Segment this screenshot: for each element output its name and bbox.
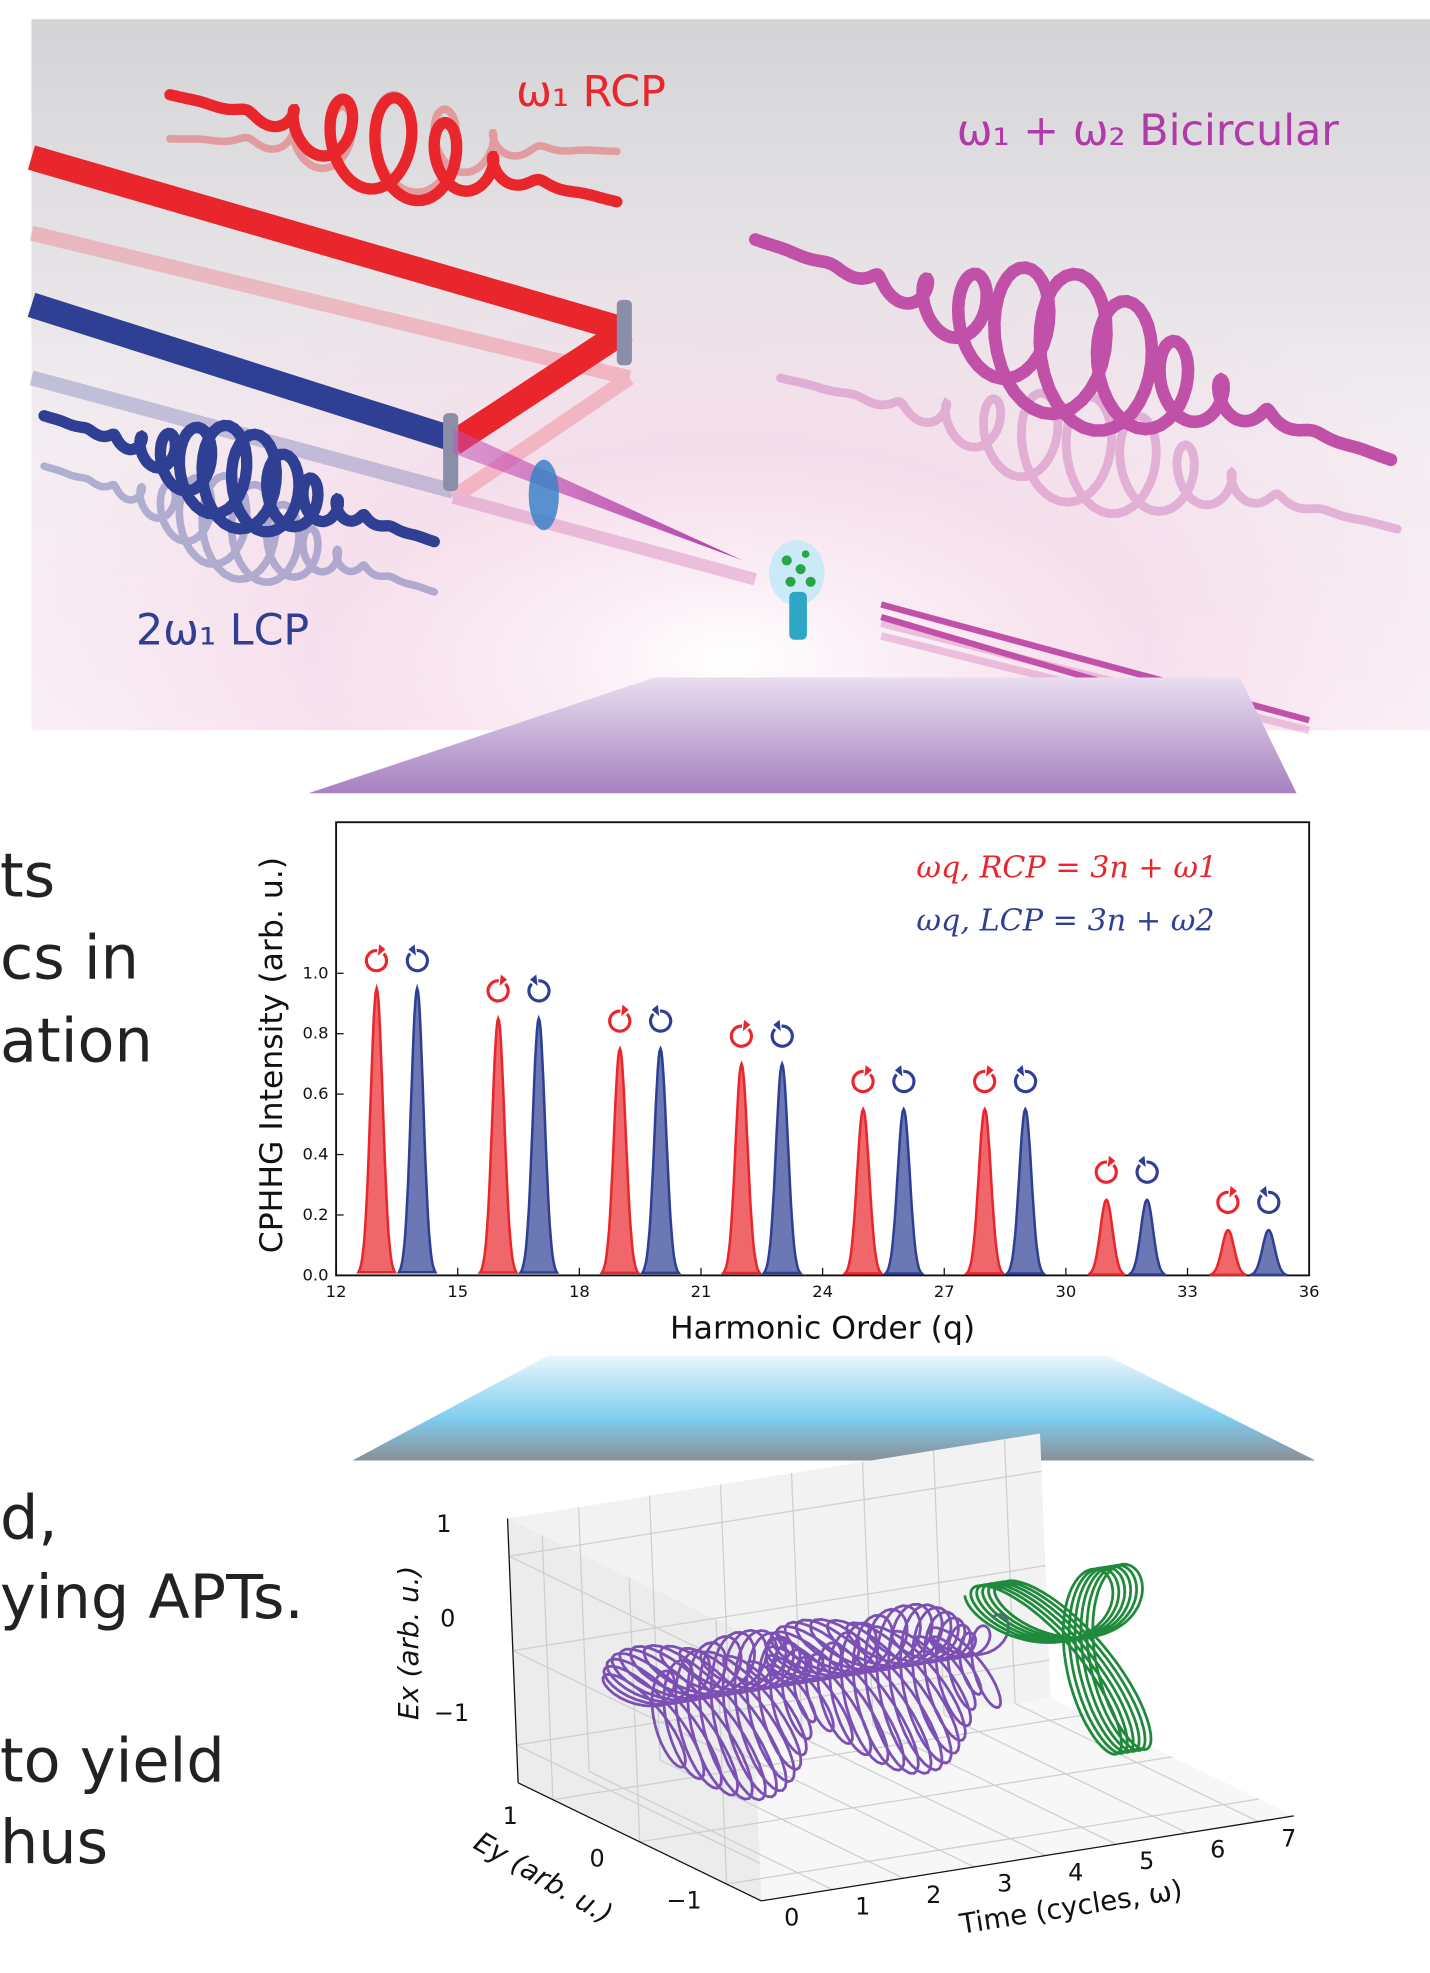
side-text-line: to yield (0, 1726, 225, 1796)
side-text-line: hus (0, 1808, 108, 1878)
x-tick-label: 36 (1299, 1282, 1320, 1301)
illustration: ω₁ RCP ω₁ + ω₂ Bicircular 2ω₁ LCP (31, 19, 1430, 730)
side-text-line: cs in (0, 923, 139, 993)
page: ω₁ RCP ω₁ + ω₂ Bicircular 2ω₁ LCP ts cs i… (0, 0, 1430, 1973)
figure: ω₁ RCP ω₁ + ω₂ Bicircular 2ω₁ LCP ts cs i… (0, 0, 1430, 1973)
y-tick-label: 0.4 (303, 1145, 329, 1164)
mirror (617, 300, 632, 365)
y-axis-label: CPHHG Intensity (arb. u.) (254, 857, 290, 1253)
time-tick-label: 1 (855, 1892, 870, 1920)
x-tick-label: 21 (691, 1282, 712, 1301)
time-tick-label: 3 (997, 1870, 1012, 1898)
time-tick-label: 6 (1210, 1836, 1225, 1864)
lens (529, 460, 559, 530)
x-tick-label: 33 (1177, 1282, 1198, 1301)
y-tick-label: 0.0 (303, 1265, 329, 1284)
time-tick-label: 7 (1281, 1824, 1296, 1852)
time-tick-label: 0 (784, 1904, 799, 1932)
x-tick-label: 15 (447, 1282, 468, 1301)
side-text-line: ation (0, 1006, 153, 1076)
x-tick-label: 12 (326, 1282, 347, 1301)
time-tick-label: 5 (1139, 1847, 1154, 1875)
legend-entry: ωq, LCP = 3n + ω2 (916, 903, 1214, 938)
spectrum-chart: 0.0 0.2 0.4 0.6 0.8 1.0 12 15 18 21 24 27 30 33 36 Harm… (254, 822, 1320, 1346)
time-tick-label: 2 (926, 1881, 941, 1909)
x-tick-label: 27 (934, 1282, 955, 1301)
ey-tick-label: −1 (666, 1886, 701, 1914)
x-tick-label: 30 (1055, 1282, 1076, 1301)
label-lcp: 2ω₁ LCP (136, 606, 309, 656)
projection-blue (352, 1356, 1315, 1460)
ex-tick-label: −1 (434, 1699, 469, 1727)
plot-frame (336, 822, 1309, 1275)
ey-tick-label: 1 (503, 1802, 518, 1830)
x-tick-label: 24 (812, 1282, 833, 1301)
y-tick-label: 1.0 (303, 963, 329, 982)
x-axis-label: Harmonic Order (q) (670, 1310, 975, 1346)
side-text-line: ying APTs. (0, 1563, 304, 1633)
side-text-line: d, (0, 1483, 58, 1553)
y-tick-label: 0.8 (303, 1024, 329, 1043)
ex-axis-label: Ex (arb. u.) (392, 1566, 425, 1720)
ey-axis-label: Ey (arb. u.) (469, 1825, 619, 1931)
label-rcp: ω₁ RCP (516, 67, 666, 117)
x-tick-label: 18 (569, 1282, 590, 1301)
legend-entry: ωq, RCP = 3n + ω1 (916, 851, 1217, 886)
time-tick-label: 4 (1068, 1858, 1083, 1886)
ey-tick-label: 0 (590, 1844, 605, 1872)
y-tick-label: 0.2 (303, 1205, 329, 1224)
label-bicircular: ω₁ + ω₂ Bicircular (957, 106, 1340, 156)
side-text-line: ts (0, 841, 55, 911)
ex-tick-label: 1 (436, 1510, 451, 1538)
gas-jet (789, 592, 807, 640)
ex-tick-label: 0 (440, 1605, 455, 1633)
y-tick-label: 0.6 (303, 1084, 329, 1103)
